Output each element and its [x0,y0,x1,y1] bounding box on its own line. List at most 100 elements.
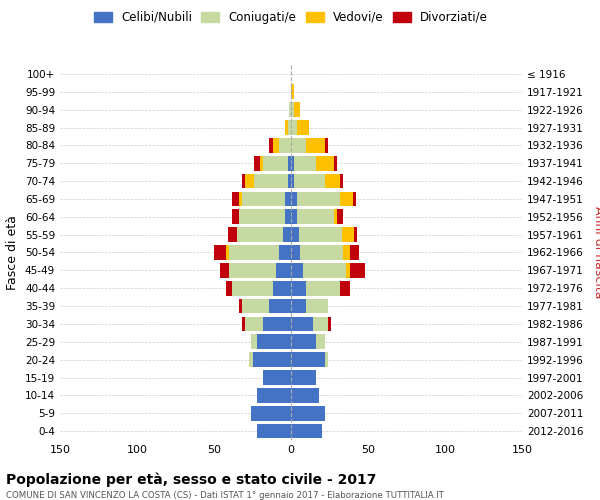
Bar [291,192,297,206]
Bar [242,316,245,331]
Bar [245,174,254,188]
Bar [278,138,291,152]
Bar [350,263,365,278]
Bar [340,281,350,295]
Bar [229,245,278,260]
Bar [307,138,325,152]
Bar [297,210,334,224]
Bar [232,210,239,224]
Bar [291,281,307,295]
Bar [257,424,291,438]
Bar [291,138,307,152]
Bar [291,388,319,402]
Bar [285,192,291,206]
Bar [220,263,229,278]
Bar [328,316,331,331]
Bar [304,263,346,278]
Bar [297,192,340,206]
Bar [340,192,353,206]
Bar [291,156,294,170]
Bar [289,102,291,117]
Bar [226,281,232,295]
Text: Popolazione per età, sesso e stato civile - 2017: Popolazione per età, sesso e stato civil… [6,472,376,487]
Bar [291,316,313,331]
Bar [228,228,237,242]
Bar [291,334,316,349]
Bar [294,156,316,170]
Text: Femmine: Femmine [0,499,1,500]
Bar [294,102,300,117]
Bar [291,245,300,260]
Bar [291,210,297,224]
Bar [340,174,343,188]
Bar [254,174,288,188]
Bar [291,352,325,367]
Text: Maschi: Maschi [0,499,1,500]
Bar [250,352,253,367]
Bar [283,228,291,242]
Bar [275,263,291,278]
Bar [350,245,359,260]
Bar [254,156,260,170]
Bar [291,102,294,117]
Bar [251,334,257,349]
Bar [263,316,291,331]
Bar [354,228,357,242]
Bar [334,210,337,224]
Bar [291,174,294,188]
Bar [299,228,342,242]
Bar [291,228,299,242]
Bar [237,228,283,242]
Y-axis label: Fasce di età: Fasce di età [7,215,19,290]
Bar [226,245,229,260]
Bar [242,298,269,314]
Bar [291,370,316,385]
Bar [334,156,337,170]
Bar [242,174,245,188]
Bar [291,406,325,420]
Legend: Celibi/Nubili, Coniugati/e, Vedovi/e, Divorziati/e: Celibi/Nubili, Coniugati/e, Vedovi/e, Di… [94,11,488,24]
Bar [343,245,350,260]
Bar [307,281,340,295]
Bar [272,281,291,295]
Bar [313,316,328,331]
Bar [272,138,278,152]
Bar [239,298,242,314]
Bar [291,424,322,438]
Bar [325,352,328,367]
Bar [257,334,291,349]
Bar [232,281,272,295]
Bar [285,210,291,224]
Bar [263,370,291,385]
Bar [285,120,288,135]
Bar [229,263,275,278]
Y-axis label: Anni di nascita: Anni di nascita [592,206,600,298]
Bar [297,120,310,135]
Bar [288,174,291,188]
Bar [214,245,226,260]
Bar [278,245,291,260]
Bar [260,156,263,170]
Bar [346,263,350,278]
Bar [239,192,242,206]
Bar [316,156,334,170]
Bar [269,298,291,314]
Bar [263,156,288,170]
Bar [291,263,304,278]
Bar [251,406,291,420]
Text: COMUNE DI SAN VINCENZO LA COSTA (CS) - Dati ISTAT 1° gennaio 2017 - Elaborazione: COMUNE DI SAN VINCENZO LA COSTA (CS) - D… [6,491,444,500]
Bar [291,120,297,135]
Bar [325,174,340,188]
Bar [232,192,239,206]
Bar [291,298,307,314]
Bar [342,228,354,242]
Bar [325,138,328,152]
Bar [257,388,291,402]
Bar [288,120,291,135]
Bar [307,298,328,314]
Bar [291,84,294,99]
Bar [316,334,325,349]
Bar [253,352,291,367]
Bar [300,245,343,260]
Bar [239,210,285,224]
